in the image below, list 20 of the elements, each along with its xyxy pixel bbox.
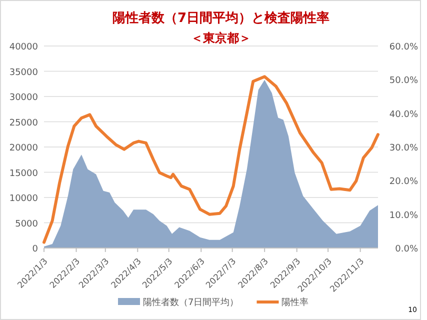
y2-tick-label: 50.0%	[389, 76, 418, 86]
y-tick-label: 35000	[9, 68, 38, 78]
y2-tick-label: 0.0%	[395, 244, 418, 254]
y-tick-label: 25000	[9, 118, 38, 128]
legend-label: 陽性率	[282, 297, 309, 308]
y-tick-label: 20000	[9, 144, 38, 154]
y2-tick-label: 30.0%	[389, 144, 418, 154]
chart-title: 陽性者数（7日間平均）と検査陽性率	[112, 10, 330, 26]
legend-label: 陽性者数（7日間平均）	[143, 297, 239, 308]
chart-subtitle: ＜東京都＞	[191, 31, 251, 45]
y2-tick-label: 60.0%	[389, 42, 418, 52]
y-tick-label: 10000	[9, 194, 38, 204]
y2-tick-label: 40.0%	[389, 110, 418, 120]
y-tick-label: 40000	[9, 42, 38, 52]
y-tick-label: 15000	[9, 168, 38, 179]
y-tick-label: 0	[32, 244, 38, 254]
y2-tick-label: 10.0%	[389, 210, 418, 221]
y-tick-label: 5000	[15, 219, 38, 230]
y2-tick-label: 20.0%	[389, 177, 418, 188]
y-tick-label: 30000	[9, 93, 38, 103]
